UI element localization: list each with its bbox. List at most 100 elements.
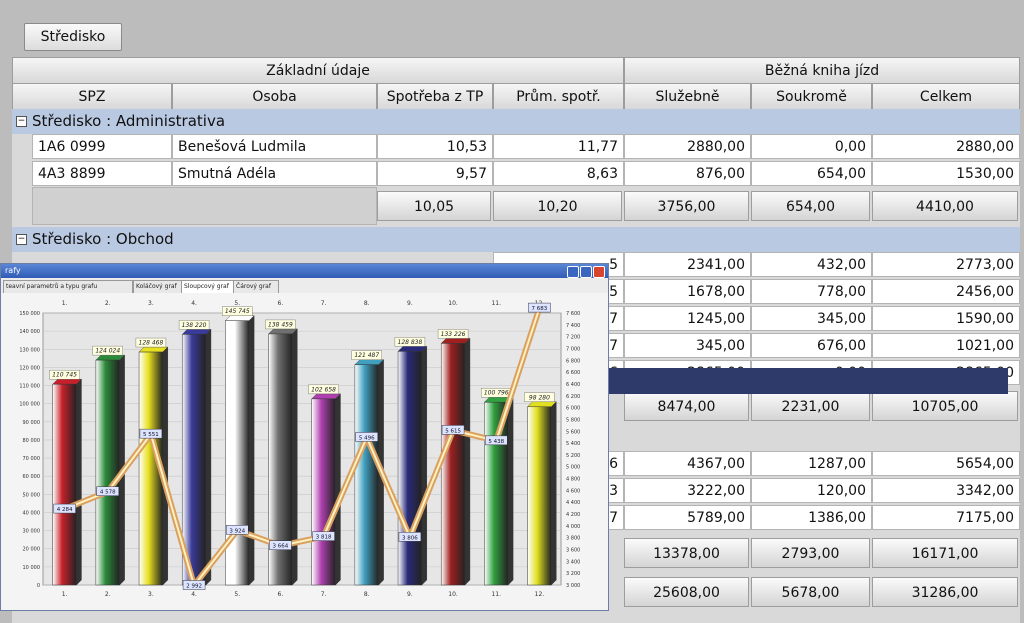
cell-soukrome[interactable]: 676,00 xyxy=(751,333,872,358)
line-point-box xyxy=(312,531,335,541)
line-point-label: 7 683 xyxy=(532,306,548,312)
cell-celkem[interactable]: 1530,00 xyxy=(872,161,1020,186)
category-top-label: 10. xyxy=(448,300,458,307)
cell-sluzebne[interactable]: 2341,00 xyxy=(624,252,751,277)
column-header-osoba[interactable]: Osoba xyxy=(172,83,377,110)
cell-spotreba-tp[interactable]: 10,53 xyxy=(377,134,493,159)
group-row-selected[interactable] xyxy=(608,368,1008,394)
group-row-administrativa[interactable]: − Středisko : Administrativa xyxy=(12,109,1020,134)
right-tick-label: 5 000 xyxy=(566,465,580,471)
minimize-icon[interactable] xyxy=(567,266,579,278)
cell-sluzebne[interactable]: 2880,00 xyxy=(624,134,751,159)
cell-spz[interactable]: 1A6 0999 xyxy=(32,134,172,159)
cell-soukrome[interactable]: 120,00 xyxy=(751,478,872,503)
category-label: 9. xyxy=(407,591,413,598)
tab-kolacovy[interactable]: Koláčový graf xyxy=(133,280,183,294)
column-header-prum-spotr[interactable]: Prům. spotř. xyxy=(493,83,624,110)
bar xyxy=(354,364,379,586)
bar-value-box xyxy=(135,337,167,348)
left-tick-label: 100 000 xyxy=(19,402,40,408)
cell-celkem[interactable]: 2456,00 xyxy=(872,279,1020,304)
bar xyxy=(484,401,509,586)
line-point-box xyxy=(96,486,119,496)
stredisko-button[interactable]: Středisko xyxy=(24,23,122,51)
cell-soukrome[interactable]: 654,00 xyxy=(751,161,872,186)
bar xyxy=(268,333,293,586)
cell-celkem[interactable]: 7175,00 xyxy=(872,505,1020,530)
bar-value-box xyxy=(437,329,469,339)
summary-celkem: 10705,00 xyxy=(872,391,1018,421)
cell-sluzebne[interactable]: 3222,00 xyxy=(624,478,751,503)
bar-value-label: 110 745 xyxy=(52,372,77,379)
maximize-icon[interactable] xyxy=(580,266,592,278)
right-tick-label: 6 800 xyxy=(566,358,580,364)
cell-sluzebne[interactable]: 5789,00 xyxy=(624,505,751,530)
cell-prum-spotr[interactable]: 8,63 xyxy=(493,161,624,186)
category-top-label: 6. xyxy=(278,300,284,307)
cell-celkem[interactable]: 2880,00 xyxy=(872,134,1020,159)
column-header-spotreba-tp[interactable]: Spotřeba z TP xyxy=(377,83,493,110)
bar-side xyxy=(335,393,341,586)
bar-value-box xyxy=(308,384,339,395)
cell-celkem[interactable]: 1021,00 xyxy=(872,333,1020,358)
left-tick-label: 90 000 xyxy=(23,420,41,426)
cell-prum-spotr[interactable]: 11,77 xyxy=(493,134,624,159)
bar xyxy=(440,343,466,586)
bar-value-box xyxy=(394,337,426,347)
category-top-label: 8. xyxy=(364,300,370,307)
bar xyxy=(311,398,336,586)
cell-osoba[interactable]: Smutná Adéla xyxy=(172,161,377,186)
tab-sloupcovy[interactable]: Sloupcový graf xyxy=(181,280,235,294)
grand-total-sluzebne: 25608,00 xyxy=(624,577,749,607)
cell-sluzebne[interactable]: 876,00 xyxy=(624,161,751,186)
cell-soukrome[interactable]: 778,00 xyxy=(751,279,872,304)
cell-celkem[interactable]: 5654,00 xyxy=(872,451,1020,476)
cell-soukrome[interactable]: 0,00 xyxy=(751,134,872,159)
toolbar: Středisko xyxy=(0,0,1024,57)
group-label: Středisko : Obchod xyxy=(32,230,174,248)
right-tick-label: 5 800 xyxy=(566,417,580,423)
chart-window[interactable]: rafy teavní parametrů a typu grafu Koláč… xyxy=(0,263,609,611)
left-tick-label: 30 000 xyxy=(23,529,41,535)
column-header-sluzebne[interactable]: Služebně xyxy=(624,83,751,110)
cell-osoba[interactable]: Benešová Ludmila xyxy=(172,134,377,159)
line-point-box xyxy=(139,428,163,439)
tab-parametry[interactable]: teavní parametrů a typu grafu xyxy=(3,280,133,294)
bar xyxy=(52,383,77,586)
cell-soukrome[interactable]: 1386,00 xyxy=(751,505,872,530)
cell-soukrome[interactable]: 432,00 xyxy=(751,252,872,277)
cell-sluzebne[interactable]: 4367,00 xyxy=(624,451,751,476)
bar-value-label: 138 220 xyxy=(182,322,207,329)
cell-spotreba-tp[interactable]: 9,57 xyxy=(377,161,493,186)
cell-sluzebne[interactable]: 345,00 xyxy=(624,333,751,358)
column-header-celkem[interactable]: Celkem xyxy=(872,83,1020,110)
line-point-box xyxy=(398,532,422,542)
bar-value-label: 133 226 xyxy=(441,331,466,338)
left-tick-label: 80 000 xyxy=(23,438,41,444)
cell-spz[interactable]: 4A3 8899 xyxy=(32,161,172,186)
collapse-icon[interactable]: − xyxy=(16,234,27,245)
left-tick-label: 0 xyxy=(37,583,40,589)
bar xyxy=(397,351,423,586)
cell-soukrome[interactable]: 1287,00 xyxy=(751,451,872,476)
cell-celkem[interactable]: 1590,00 xyxy=(872,306,1020,331)
collapse-icon[interactable]: − xyxy=(16,116,27,127)
line-point-label: 3 806 xyxy=(402,535,418,541)
cell-sluzebne[interactable]: 1245,00 xyxy=(624,306,751,331)
line-point-label: 4 284 xyxy=(57,507,73,513)
summary-soukrome: 2231,00 xyxy=(751,391,870,421)
close-icon[interactable] xyxy=(593,266,605,278)
group-row-obchod[interactable]: − Středisko : Obchod xyxy=(12,227,1020,252)
cell-celkem[interactable]: 3342,00 xyxy=(872,478,1020,503)
bar xyxy=(527,406,552,586)
category-top-label: 1. xyxy=(62,300,68,307)
category-top-label: 3. xyxy=(148,300,154,307)
bar-value-box xyxy=(524,392,555,402)
cell-soukrome[interactable]: 345,00 xyxy=(751,306,872,331)
tab-carovy[interactable]: Čárový graf xyxy=(233,280,279,294)
column-header-spz[interactable]: SPZ xyxy=(12,83,172,110)
cell-sluzebne[interactable]: 1678,00 xyxy=(624,279,751,304)
column-header-soukrome[interactable]: Soukromě xyxy=(751,83,872,110)
cell-celkem[interactable]: 2773,00 xyxy=(872,252,1020,277)
window-titlebar[interactable]: rafy xyxy=(1,264,608,278)
